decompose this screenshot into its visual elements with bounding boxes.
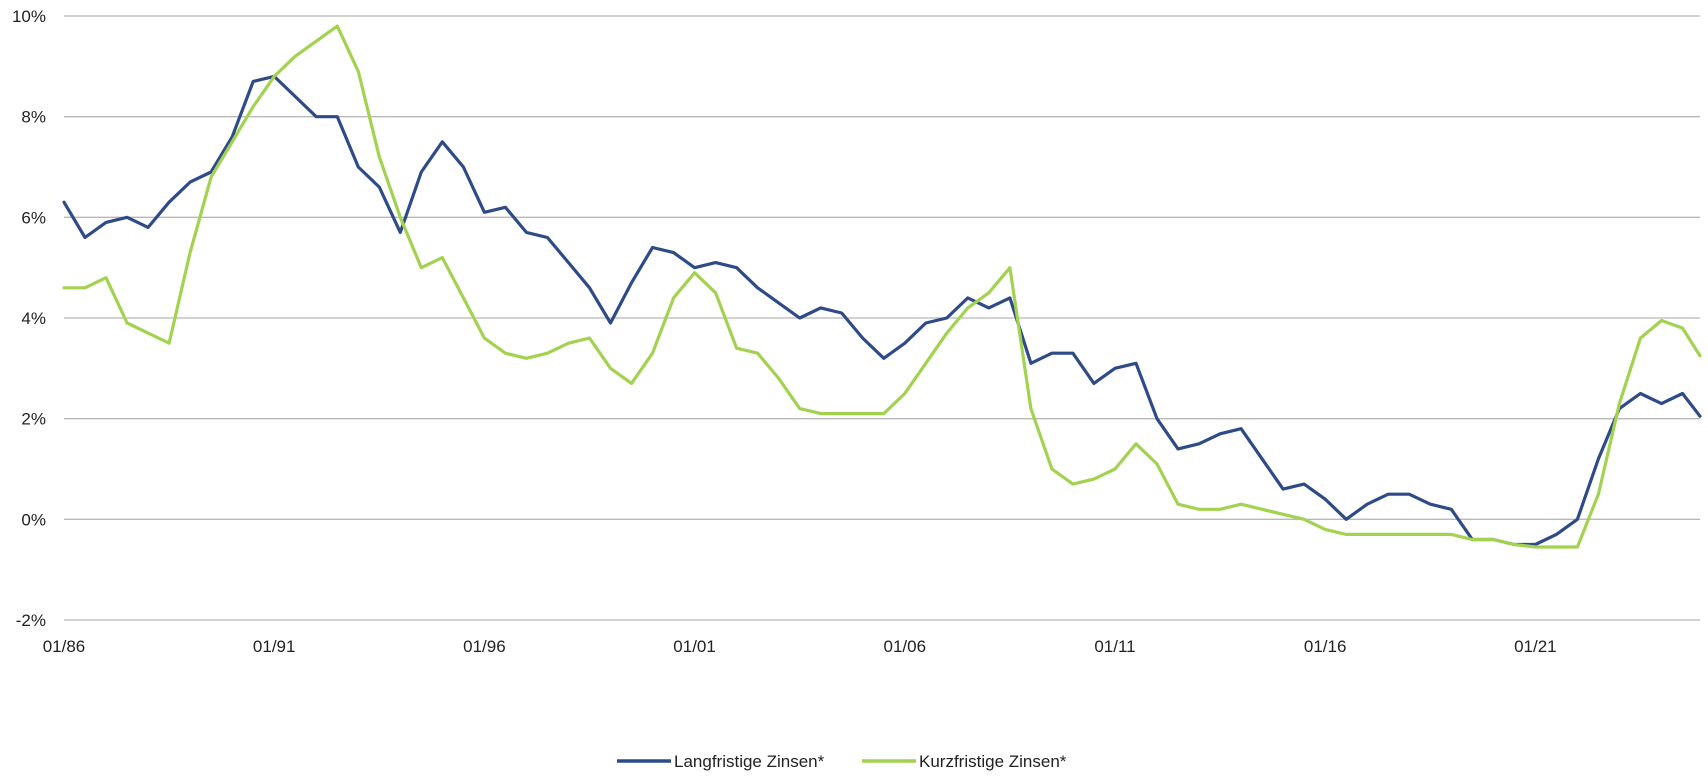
x-tick-label: 01/96 <box>463 637 506 656</box>
y-tick-label: 4% <box>21 309 46 328</box>
x-tick-label: 01/01 <box>673 637 716 656</box>
legend: Langfristige Zinsen* Kurzfristige Zinsen* <box>617 752 1067 771</box>
y-tick-label: 8% <box>21 108 46 127</box>
series-line-short-term <box>62 24 1702 549</box>
x-tick-label: 01/16 <box>1304 637 1347 656</box>
y-tick-label: 2% <box>21 410 46 429</box>
x-tick-label: 01/21 <box>1514 637 1557 656</box>
axis-ticks: -2% 0% 2% 4% 6% 8% 10% 01/86 01/91 01/96 01/01 01/0… <box>12 7 1557 656</box>
x-tick-label: 01/06 <box>883 637 926 656</box>
series-line-long-term <box>62 74 1702 547</box>
grid-lines <box>64 15 1700 621</box>
y-tick-label: 10% <box>12 7 46 26</box>
x-tick-label: 01/91 <box>253 637 296 656</box>
x-tick-label: 01/11 <box>1094 637 1135 656</box>
legend-item-short-term-label: Kurzfristige Zinsen* <box>919 752 1067 771</box>
series-lines <box>62 24 1702 549</box>
y-tick-label: 6% <box>21 208 46 227</box>
y-tick-label: -2% <box>16 611 46 630</box>
y-tick-label: 0% <box>21 510 46 529</box>
legend-item-long-term-label: Langfristige Zinsen* <box>674 752 825 771</box>
x-tick-label: 01/86 <box>43 637 86 656</box>
